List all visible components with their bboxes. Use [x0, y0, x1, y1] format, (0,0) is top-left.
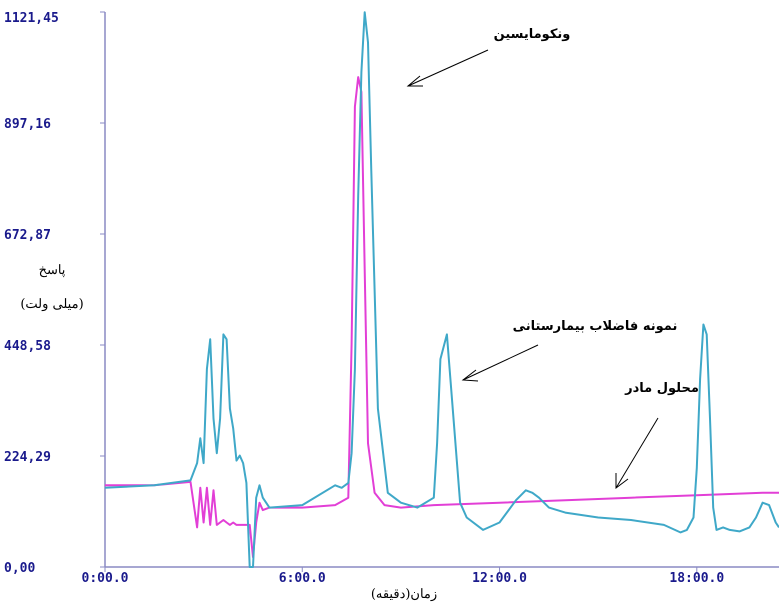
y-tick-label: 224,29: [4, 450, 51, 465]
annotation-hospital-wastewater: نمونه فاضلاب بیمارستانی: [513, 319, 678, 334]
annotation-vancomycin: ونکومایسین: [494, 27, 571, 42]
x-tick-label: 6:00.0: [279, 571, 326, 586]
x-tick-label: 12:00.0: [472, 571, 527, 586]
y-tick-label: 897,16: [4, 117, 51, 132]
arrow-hospital-wastewater: [462, 344, 539, 381]
y-axis-label-line1: پاسخ: [39, 263, 66, 278]
y-tick-label: 672,87: [4, 228, 51, 243]
y-tick-label: 1121,45: [4, 11, 59, 26]
arrow-stock-solution: [615, 417, 659, 489]
y-tick-label: 448,58: [4, 339, 51, 354]
arrow-head-hospital-wastewater: [461, 369, 479, 382]
y-ticks: 0,00 224,29 448,58 672,87 897,16 1121,45: [4, 11, 105, 576]
annotation-stock-solution: محلول مادر: [624, 381, 699, 396]
series-group: [104, 11, 779, 568]
y-tick-label: 0,00: [4, 561, 35, 576]
x-axis-label: زمان(دقیقه): [371, 587, 437, 602]
x-ticks: 0:00.0 6:00.0 12:00.0 18:00.0: [82, 567, 724, 586]
series-line-0: [104, 11, 779, 568]
arrow-vancomycin: [407, 49, 489, 87]
arrow-head-vancomycin: [406, 75, 423, 87]
series-line-1: [105, 76, 779, 559]
x-tick-label: 0:00.0: [82, 571, 129, 586]
y-axis-label-line2: (میلی ولت): [20, 297, 83, 312]
x-tick-label: 18:00.0: [669, 571, 724, 586]
arrow-head-stock-solution: [615, 473, 629, 489]
